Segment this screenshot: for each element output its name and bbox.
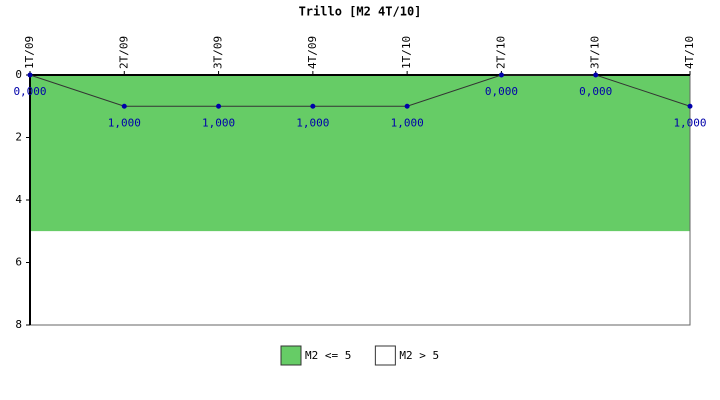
y-tick-label: 8	[15, 318, 22, 331]
value-label: 1,000	[673, 116, 706, 129]
x-tick-label: 1T/10	[400, 36, 413, 69]
point	[216, 103, 222, 109]
value-label: 1,000	[296, 116, 329, 129]
point	[310, 103, 316, 109]
x-tick-label: 4T/09	[306, 36, 319, 69]
point	[404, 103, 410, 109]
y-tick-label: 0	[15, 68, 22, 81]
point	[27, 72, 33, 78]
legend-swatch	[374, 345, 396, 366]
x-tick-label: 3T/09	[212, 36, 225, 69]
legend-swatch	[280, 345, 302, 366]
point	[498, 72, 504, 78]
value-label: 1,000	[202, 116, 235, 129]
value-label: 1,000	[108, 116, 141, 129]
x-tick-label: 1T/09	[23, 36, 36, 69]
series-line	[29, 74, 691, 107]
legend-label: M2 > 5	[399, 349, 439, 362]
value-label: 0,000	[13, 85, 46, 98]
y-tick-label: 2	[15, 131, 22, 144]
chart-title: Trillo [M2 4T/10]	[299, 5, 422, 19]
legend-label: M2 <= 5	[305, 349, 351, 362]
point	[121, 103, 127, 109]
value-label: 0,000	[579, 85, 612, 98]
x-tick-label: 4T/10	[683, 36, 696, 69]
point	[593, 72, 599, 78]
band	[30, 231, 690, 325]
x-tick-label: 2T/09	[117, 36, 130, 69]
point	[687, 103, 693, 109]
y-tick-label: 4	[15, 193, 22, 206]
band	[30, 75, 690, 232]
value-label: 1,000	[391, 116, 424, 129]
value-label: 0,000	[485, 85, 518, 98]
x-tick-label: 3T/10	[589, 36, 602, 69]
y-tick-label: 6	[15, 256, 22, 269]
x-tick-label: 2T/10	[494, 36, 507, 69]
